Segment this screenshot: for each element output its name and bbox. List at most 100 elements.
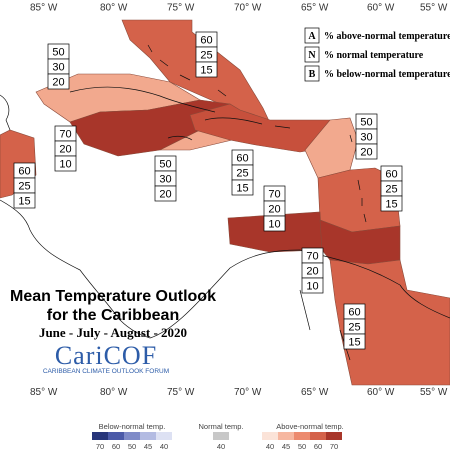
prob-box-cuba-west: 50 30 20	[47, 43, 70, 90]
map-period: June - July - August - 2020	[39, 325, 187, 340]
prob-cell	[54, 155, 77, 172]
prob-value: 20	[268, 204, 280, 216]
prob-box-central-america: 60 25 15	[13, 162, 36, 209]
prob-box-northern-leewards: 50 30 20	[355, 113, 378, 160]
lon-label: 80° W	[100, 2, 128, 13]
above-tick: 60	[314, 442, 322, 450]
below-tick: 60	[112, 442, 120, 450]
prob-value: 60	[200, 35, 212, 47]
key-letter: N	[308, 50, 316, 61]
below-swatch	[156, 432, 172, 440]
lon-label: 65° W	[301, 387, 329, 398]
above-tick: 70	[330, 442, 338, 450]
prob-value: 60	[18, 166, 30, 178]
below-tick: 40	[160, 442, 168, 450]
above-swatch	[262, 432, 278, 440]
prob-value: 25	[385, 184, 397, 196]
prob-box-hispaniola: 60 25 15	[231, 149, 254, 196]
prob-value: 50	[52, 47, 64, 59]
coast-jamaica	[167, 135, 193, 141]
brand-tagline: CARIBBEAN CLIMATE OUTLOOK FORUM	[43, 368, 169, 375]
prob-value: 10	[306, 281, 318, 293]
prob-value: 20	[52, 77, 64, 89]
prob-cell	[231, 179, 254, 196]
key-text: % normal temperature	[324, 50, 424, 61]
prob-box-bahamas: 60 25 15	[195, 31, 218, 78]
below-swatch	[140, 432, 156, 440]
prob-cell	[13, 192, 36, 209]
prob-cell	[195, 61, 218, 78]
bottom-longitude-labels: 85° W 80° W 75° W 70° W 65° W 60° W 55° …	[30, 387, 448, 398]
prob-value: 25	[348, 322, 360, 334]
above-tick: 45	[282, 442, 290, 450]
prob-cell	[380, 195, 403, 212]
probability-boxes: 60 25 15 50 30 20 70 20 10 50 30 20 60 25 15 50 30 20 60 25…	[13, 31, 403, 350]
prob-cell	[263, 215, 286, 232]
prob-box-lesser-antilles: 60 25 15	[380, 165, 403, 212]
prob-box-cuba-cayman: 70 20 10	[54, 125, 77, 172]
prob-value: 50	[159, 159, 171, 171]
coast-cuba	[69, 86, 216, 113]
colorbar-above-label: Above-normal temp.	[276, 422, 344, 431]
below-swatch	[92, 432, 108, 440]
legend-key: A % above-normal temperature N % normal …	[303, 26, 450, 84]
above-swatch	[294, 432, 310, 440]
lon-label: 85° W	[30, 387, 58, 398]
key-row-below: B % below-normal temperature	[304, 65, 450, 82]
lon-label: 55° W	[420, 387, 448, 398]
prob-value: 10	[268, 219, 280, 231]
lon-label: 75° W	[167, 387, 195, 398]
lon-label: 70° W	[234, 2, 262, 13]
prob-value: 60	[348, 307, 360, 319]
top-longitude-labels: 85° W 80° W 75° W 70° W 65° W 60° W 55° …	[30, 2, 448, 13]
colorbar-swatches	[92, 432, 342, 440]
prob-value: 25	[236, 168, 248, 180]
prob-value: 15	[18, 196, 30, 208]
prob-cell	[47, 73, 70, 90]
prob-cell	[355, 143, 378, 160]
lon-label: 80° W	[100, 387, 128, 398]
above-swatch	[278, 432, 294, 440]
colorbar-normal-label: Normal temp.	[198, 422, 243, 431]
prob-box-jamaica: 50 30 20	[154, 155, 177, 202]
prob-value: 50	[360, 117, 372, 129]
below-tick: 50	[128, 442, 136, 450]
prob-value: 10	[59, 159, 71, 171]
prob-cell	[343, 333, 366, 350]
map-title-line2: for the Caribbean	[47, 307, 179, 324]
map-title-line1: Mean Temperature Outlook	[10, 288, 216, 305]
above-tick: 40	[266, 442, 274, 450]
brand-tagline-bg	[34, 366, 178, 375]
key-row-normal: N % normal temperature	[304, 46, 424, 63]
coast-bahamas	[147, 44, 227, 97]
lon-label: 60° W	[367, 2, 395, 13]
prob-value: 30	[52, 62, 64, 74]
above-swatch	[326, 432, 342, 440]
prob-value: 70	[268, 189, 280, 201]
prob-value: 15	[200, 65, 212, 77]
prob-value: 25	[18, 181, 30, 193]
below-tick: 70	[96, 442, 104, 450]
prob-value: 20	[59, 144, 71, 156]
lon-label: 75° W	[167, 2, 195, 13]
normal-swatch	[213, 432, 229, 440]
region-guianas	[329, 259, 450, 386]
prob-box-guianas: 60 25 15	[343, 303, 366, 350]
below-swatch	[108, 432, 124, 440]
lon-label: 70° W	[234, 387, 262, 398]
key-background	[303, 26, 450, 84]
prob-value: 20	[306, 266, 318, 278]
prob-value: 30	[159, 174, 171, 186]
normal-tick: 40	[217, 442, 225, 450]
caricof-logo: CariCOF CARIBBEAN CLIMATE OUTLOOK FORUM	[34, 341, 178, 375]
lon-label: 60° W	[367, 387, 395, 398]
prob-box-trinidad: 70 20 10	[301, 247, 324, 294]
prob-value: 70	[59, 129, 71, 141]
prob-value: 60	[385, 169, 397, 181]
prob-value: 15	[385, 199, 397, 211]
prob-value: 60	[236, 153, 248, 165]
colorbar-ticks: 70 60 50 45 40 40 40 45 50 60 70	[96, 442, 338, 450]
key-letter: B	[309, 69, 316, 80]
prob-box-abc-islands: 70 20 10	[263, 185, 286, 232]
lon-label: 65° W	[301, 2, 329, 13]
